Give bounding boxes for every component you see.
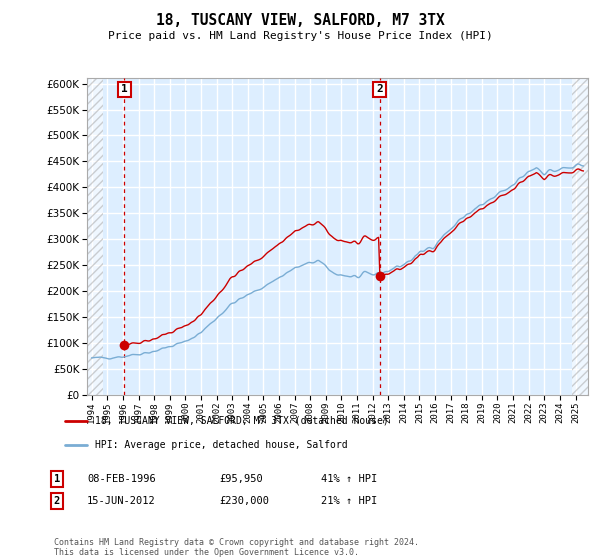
Text: 18, TUSCANY VIEW, SALFORD, M7 3TX (detached house): 18, TUSCANY VIEW, SALFORD, M7 3TX (detac… bbox=[95, 416, 389, 426]
Text: 15-JUN-2012: 15-JUN-2012 bbox=[87, 496, 156, 506]
Bar bbox=[87, 78, 103, 395]
Bar bbox=[572, 78, 588, 395]
Text: £230,000: £230,000 bbox=[219, 496, 269, 506]
Text: 21% ↑ HPI: 21% ↑ HPI bbox=[321, 496, 377, 506]
Text: 18, TUSCANY VIEW, SALFORD, M7 3TX: 18, TUSCANY VIEW, SALFORD, M7 3TX bbox=[155, 13, 445, 29]
Text: Contains HM Land Registry data © Crown copyright and database right 2024.
This d: Contains HM Land Registry data © Crown c… bbox=[54, 538, 419, 557]
Text: Price paid vs. HM Land Registry's House Price Index (HPI): Price paid vs. HM Land Registry's House … bbox=[107, 31, 493, 41]
Text: 08-FEB-1996: 08-FEB-1996 bbox=[87, 474, 156, 484]
Text: 2: 2 bbox=[54, 496, 60, 506]
Text: 41% ↑ HPI: 41% ↑ HPI bbox=[321, 474, 377, 484]
Text: £95,950: £95,950 bbox=[219, 474, 263, 484]
Text: 1: 1 bbox=[54, 474, 60, 484]
Text: 2: 2 bbox=[376, 85, 383, 95]
Text: HPI: Average price, detached house, Salford: HPI: Average price, detached house, Salf… bbox=[95, 440, 347, 450]
Text: 1: 1 bbox=[121, 85, 128, 95]
